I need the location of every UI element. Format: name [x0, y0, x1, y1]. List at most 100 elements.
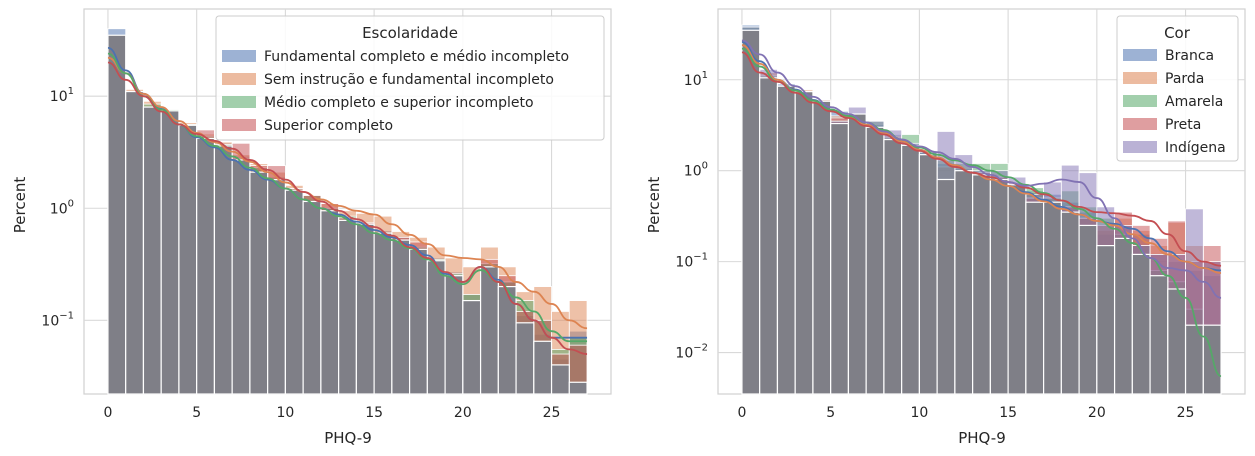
- bar-overlap-24: [1167, 288, 1187, 395]
- kde-lines-right: [741, 39, 1222, 378]
- bar-overlap-15: [1007, 184, 1027, 395]
- bar-overlap-7: [231, 159, 251, 395]
- y-tick-label: 10−1: [675, 252, 708, 271]
- bar-overlap-0: [741, 29, 761, 395]
- bar-overlap-3: [160, 110, 180, 395]
- bar-overlap-20: [462, 299, 482, 395]
- bar-overlap-9: [901, 144, 920, 395]
- bars-right: [741, 24, 1222, 395]
- y-ticks-left: 101 100 10−1: [41, 86, 74, 329]
- legend-label-right-0: Branca: [1165, 48, 1214, 64]
- legend-label-right-3: Preta: [1165, 117, 1201, 133]
- x-tick-label: 25: [1177, 405, 1195, 421]
- bar-overlap-17: [1043, 201, 1062, 395]
- x-tick-label: 15: [365, 405, 383, 421]
- legend-swatch-right-4: [1123, 141, 1157, 153]
- bar-overlap-23: [1149, 275, 1169, 395]
- x-tick-label: 10: [276, 405, 294, 421]
- kde-line-orange: [107, 56, 588, 330]
- x-tick-label: 25: [543, 405, 561, 421]
- bar-overlap-19: [444, 275, 464, 395]
- legend-swatch-right-3: [1123, 118, 1157, 130]
- legend-label-right-4: Indígena: [1165, 140, 1226, 156]
- legend-frame-left: [215, 15, 605, 141]
- bar-overlap-26: [568, 381, 588, 395]
- legend-label-right-1: Parda: [1165, 71, 1204, 87]
- bar-overlap-18: [426, 260, 446, 395]
- legend-label-left-3: Superior completo: [264, 118, 393, 134]
- y-axis-label-right: Percent: [645, 177, 663, 234]
- legend-label-left-2: Médio completo e superior incompleto: [264, 95, 534, 111]
- bars-left: [107, 28, 588, 395]
- bar-overlap-20: [1096, 245, 1116, 395]
- y-tick-label: 10−2: [675, 343, 708, 362]
- legend-label-left-0: Fundamental completo e médio incompleto: [264, 49, 569, 65]
- bar-overlap-16: [1025, 201, 1045, 395]
- y-tick-label: 100: [684, 161, 708, 180]
- legend-swatch-left-1: [222, 73, 256, 85]
- bar-overlap-8: [249, 171, 269, 395]
- x-tick-label: 5: [826, 405, 835, 421]
- bar-overlap-19: [1078, 224, 1098, 395]
- legend-swatch-right-2: [1123, 95, 1157, 107]
- bar-overlap-5: [196, 137, 216, 395]
- legend-right: Cor Branca Parda Amarela Preta Indígena: [1116, 15, 1239, 162]
- bar-overlap-21: [1113, 237, 1133, 395]
- bar-overlap-14: [989, 178, 1009, 395]
- y-ticks-right: 101 100 10−1 10−2: [675, 70, 708, 362]
- bar-overlap-0: [107, 34, 127, 395]
- legend-swatch-left-2: [222, 96, 256, 108]
- bar-overlap-5: [830, 122, 850, 395]
- bar-overlap-6: [847, 113, 867, 395]
- bar-overlap-10: [918, 154, 938, 395]
- legend-title-left: Escolaridade: [362, 24, 458, 42]
- bar-overlap-1: [759, 77, 779, 395]
- bar-overlap-2: [142, 106, 162, 395]
- bar-overlap-11: [936, 178, 956, 395]
- legend-swatch-right-0: [1123, 49, 1157, 61]
- bar-overlap-21: [479, 266, 499, 395]
- bar-overlap-25: [550, 364, 570, 395]
- bar-overlap-14: [355, 223, 375, 395]
- bar-overlap-12: [320, 210, 340, 395]
- kde-lines-left: [107, 46, 588, 355]
- x-tick-label: 0: [103, 405, 112, 421]
- x-tick-label: 10: [910, 405, 928, 421]
- bar-overlap-11: [302, 200, 322, 395]
- legend-left: Escolaridade Fundamental completo e médi…: [215, 15, 605, 141]
- bar-overlap-12: [954, 170, 974, 395]
- kde-line-red: [107, 61, 588, 355]
- bar-overlap-8: [883, 138, 903, 395]
- x-axis-label-right: PHQ-9: [958, 429, 1006, 447]
- y-tick-label: 101: [684, 70, 708, 89]
- bar-overlap-15: [373, 232, 393, 395]
- bar-overlap-10: [284, 189, 304, 395]
- legend-label-left-1: Sem instrução e fundamental incompleto: [264, 72, 554, 88]
- bar-overlap-17: [409, 248, 428, 395]
- bar-overlap-24: [533, 340, 553, 395]
- legend-label-right-2: Amarela: [1165, 94, 1223, 110]
- kde-line-green: [741, 47, 1222, 378]
- x-tick-label: 5: [192, 405, 201, 421]
- chart-left-escolaridade: 0 5 10 15 20 25 101 100 10−1 PHQ-9 Percent Esco…: [11, 8, 612, 447]
- legend-title-right: Cor: [1164, 24, 1191, 42]
- bar-overlap-1: [125, 90, 145, 395]
- bar-overlap-23: [515, 322, 535, 395]
- bar-overlap-4: [812, 100, 832, 395]
- bar-overlap-3: [794, 91, 814, 395]
- bar-overlap-18: [1060, 211, 1080, 395]
- x-tick-label: 20: [454, 405, 472, 421]
- bar-overlap-16: [391, 239, 411, 395]
- x-tick-label: 20: [1088, 405, 1106, 421]
- bar-overlap-7: [865, 126, 885, 395]
- y-tick-label: 10−1: [41, 310, 74, 329]
- x-axis-label-left: PHQ-9: [324, 429, 372, 447]
- x-tick-label: 0: [737, 405, 746, 421]
- y-axis-label-left: Percent: [11, 177, 29, 234]
- kde-line-purple: [741, 39, 1222, 299]
- legend-swatch-left-3: [222, 119, 256, 131]
- kde-line-red: [741, 51, 1222, 267]
- bar-overlap-13: [338, 219, 357, 395]
